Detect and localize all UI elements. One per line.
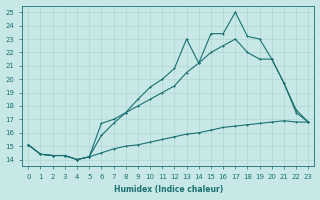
X-axis label: Humidex (Indice chaleur): Humidex (Indice chaleur)	[114, 185, 223, 194]
